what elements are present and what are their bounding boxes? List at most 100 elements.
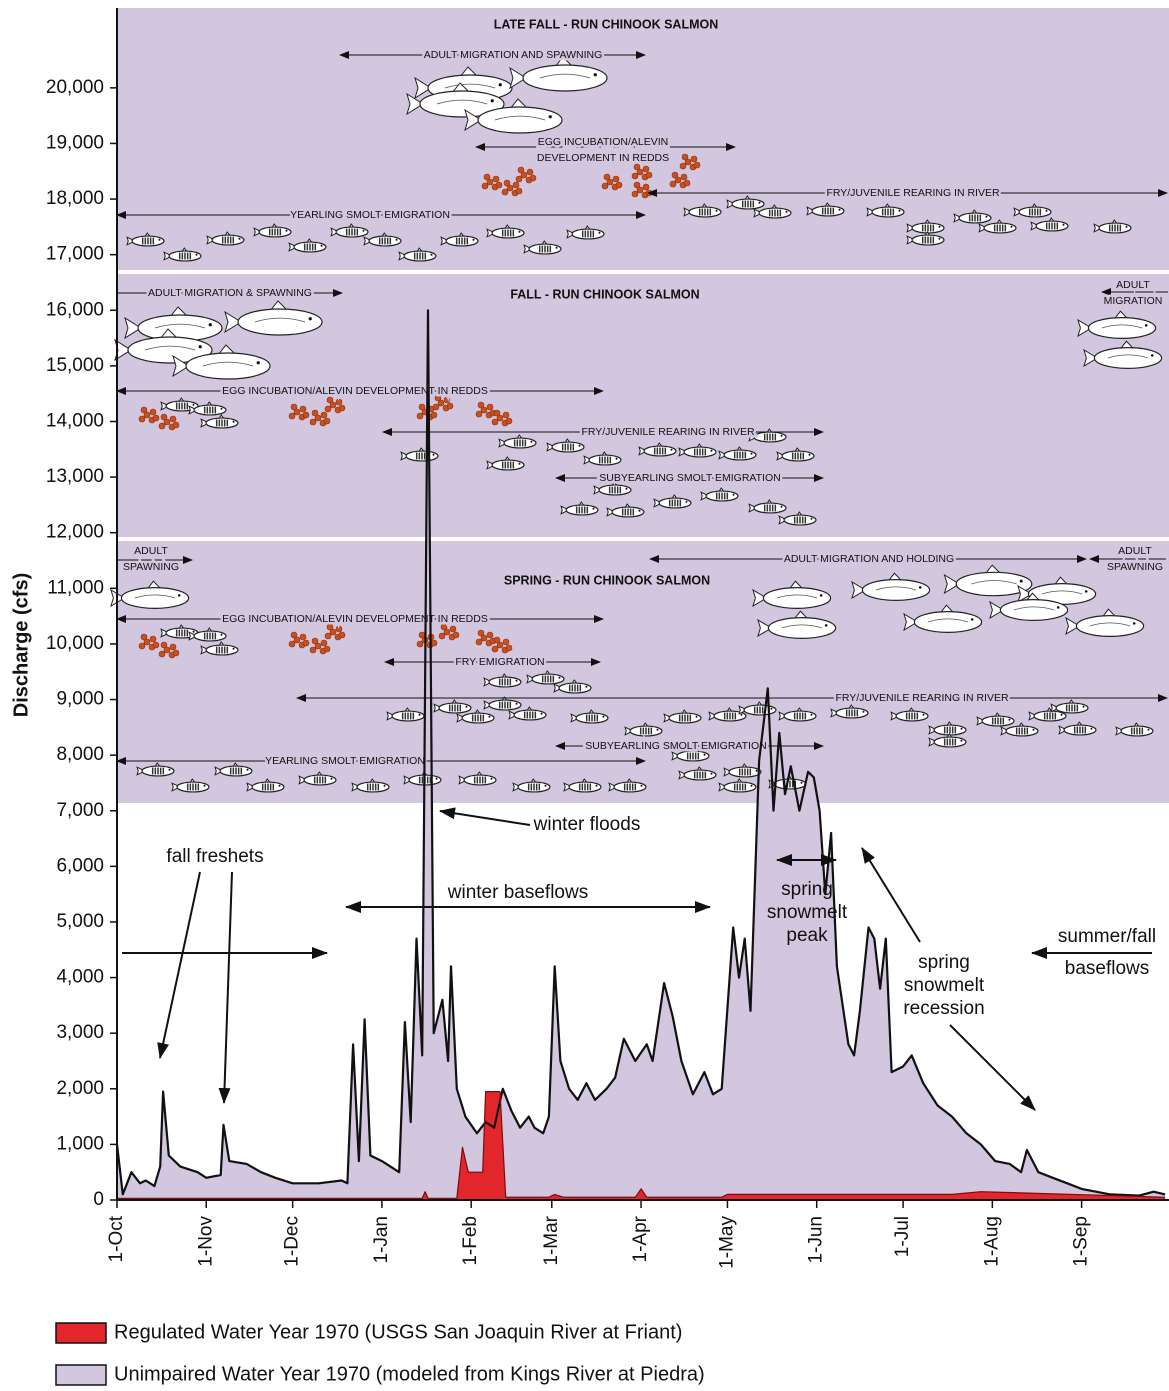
egg <box>631 190 639 198</box>
fish-tail <box>653 498 664 508</box>
egg <box>601 182 609 190</box>
fish-scales <box>1107 354 1149 359</box>
fish-eye <box>330 777 333 780</box>
egg <box>486 178 494 186</box>
fish-tail <box>363 236 374 246</box>
fish-eye <box>824 624 828 627</box>
y-tick-label: 6,000 <box>56 855 104 876</box>
fish-tail <box>757 618 773 638</box>
fish-tail <box>778 711 789 721</box>
juvenile-fish-icon <box>726 195 765 210</box>
fish-scales <box>154 323 206 329</box>
juvenile-fish-icon <box>1093 219 1132 234</box>
fish-tail <box>200 645 211 655</box>
egg <box>496 641 504 649</box>
life-stage-label: YEARLING SMOLT EMIGRATION <box>265 755 425 767</box>
egg <box>443 396 451 404</box>
egg <box>483 173 491 181</box>
juvenile-fish-icon <box>671 747 710 762</box>
egg-cluster-icon <box>515 166 537 184</box>
juvenile-fish-icon <box>486 224 525 239</box>
fish-scales <box>875 586 917 591</box>
fish-tail <box>978 223 989 233</box>
fish-tail <box>124 316 142 340</box>
juvenile-fish-icon <box>440 232 479 247</box>
fish-tail <box>953 213 964 223</box>
fish-tail <box>976 716 987 726</box>
fish-eye <box>1150 354 1154 357</box>
x-tick-label: 1-Sep <box>1071 1216 1092 1267</box>
fish-eye <box>710 772 713 775</box>
egg <box>515 175 523 183</box>
y-tick-label: 17,000 <box>46 244 104 265</box>
fish-tail <box>606 507 617 517</box>
juvenile-fish-icon <box>433 699 472 714</box>
y-tick-label: 2,000 <box>56 1078 104 1099</box>
juvenile-fish-icon <box>663 709 702 724</box>
juvenile-fish-icon <box>608 778 647 793</box>
fish-scales <box>1101 324 1143 329</box>
fish-eye <box>515 702 518 705</box>
juvenile-fish-icon <box>214 762 253 777</box>
fish-eye <box>1008 718 1011 721</box>
fish-eye <box>498 83 502 87</box>
egg <box>501 188 509 196</box>
life-stage-label: FRY/JUVENILE REARING IN RIVER <box>826 187 1000 199</box>
fish-tail <box>624 726 635 736</box>
egg <box>430 411 438 419</box>
fish-tail <box>483 700 494 710</box>
y-tick-label: 12,000 <box>46 522 104 543</box>
fish-eye <box>656 728 659 731</box>
hydrograph-annotation: snowmelt <box>767 902 848 923</box>
fish-eye <box>1010 225 1013 228</box>
juvenile-fish-icon <box>866 203 905 218</box>
juvenile-fish-icon <box>526 670 565 685</box>
fish-eye <box>558 676 561 679</box>
fish-tail <box>512 782 523 792</box>
egg <box>416 640 424 648</box>
fish-scales <box>776 594 818 599</box>
fish-body <box>1087 317 1157 340</box>
egg <box>143 411 151 419</box>
egg <box>338 404 346 412</box>
legend-swatch <box>55 1322 107 1344</box>
fish-eye <box>898 209 901 212</box>
fish-eye <box>922 713 925 716</box>
juvenile-fish-icon <box>953 209 992 224</box>
fish-eye <box>238 237 241 240</box>
egg <box>496 414 504 422</box>
egg <box>335 625 343 633</box>
life-stage-label: EGG INCUBATION/ALEVIN DEVELOPMENT IN RED… <box>222 385 488 397</box>
y-tick-label: 20,000 <box>46 77 104 98</box>
fish-eye <box>285 229 288 232</box>
egg <box>293 636 301 644</box>
egg-cluster-icon <box>501 179 523 197</box>
fish-eye <box>740 713 743 716</box>
adult-fish-icon <box>1077 310 1157 340</box>
juvenile-fish-icon <box>978 219 1017 234</box>
egg <box>493 636 501 644</box>
hydrograph-annotation: spring <box>781 879 833 900</box>
fish-tail <box>172 354 190 378</box>
egg <box>329 628 337 636</box>
egg <box>506 184 514 192</box>
juvenile-fish-icon <box>678 766 717 781</box>
fish-tail <box>486 228 497 238</box>
fish-eye <box>578 444 581 447</box>
life-stage-label: FRY EMIGRATION <box>455 656 544 668</box>
fish-eye <box>593 73 597 77</box>
juvenile-fish-icon <box>778 511 817 526</box>
fish-tail <box>989 600 1005 620</box>
juvenile-fish-icon <box>351 778 390 793</box>
y-tick-label: 3,000 <box>56 1022 104 1043</box>
egg-cluster-icon <box>481 173 503 191</box>
life-stage-label: ADULT MIGRATION & SPAWNING <box>148 287 312 299</box>
fish-eye <box>308 317 312 321</box>
fish-scales <box>444 83 496 89</box>
egg <box>505 644 513 652</box>
x-tick-label: 1-Aug <box>981 1216 1002 1267</box>
fish-tail <box>398 251 409 261</box>
egg <box>683 179 691 187</box>
egg <box>481 182 489 190</box>
fish-eye <box>819 594 823 597</box>
